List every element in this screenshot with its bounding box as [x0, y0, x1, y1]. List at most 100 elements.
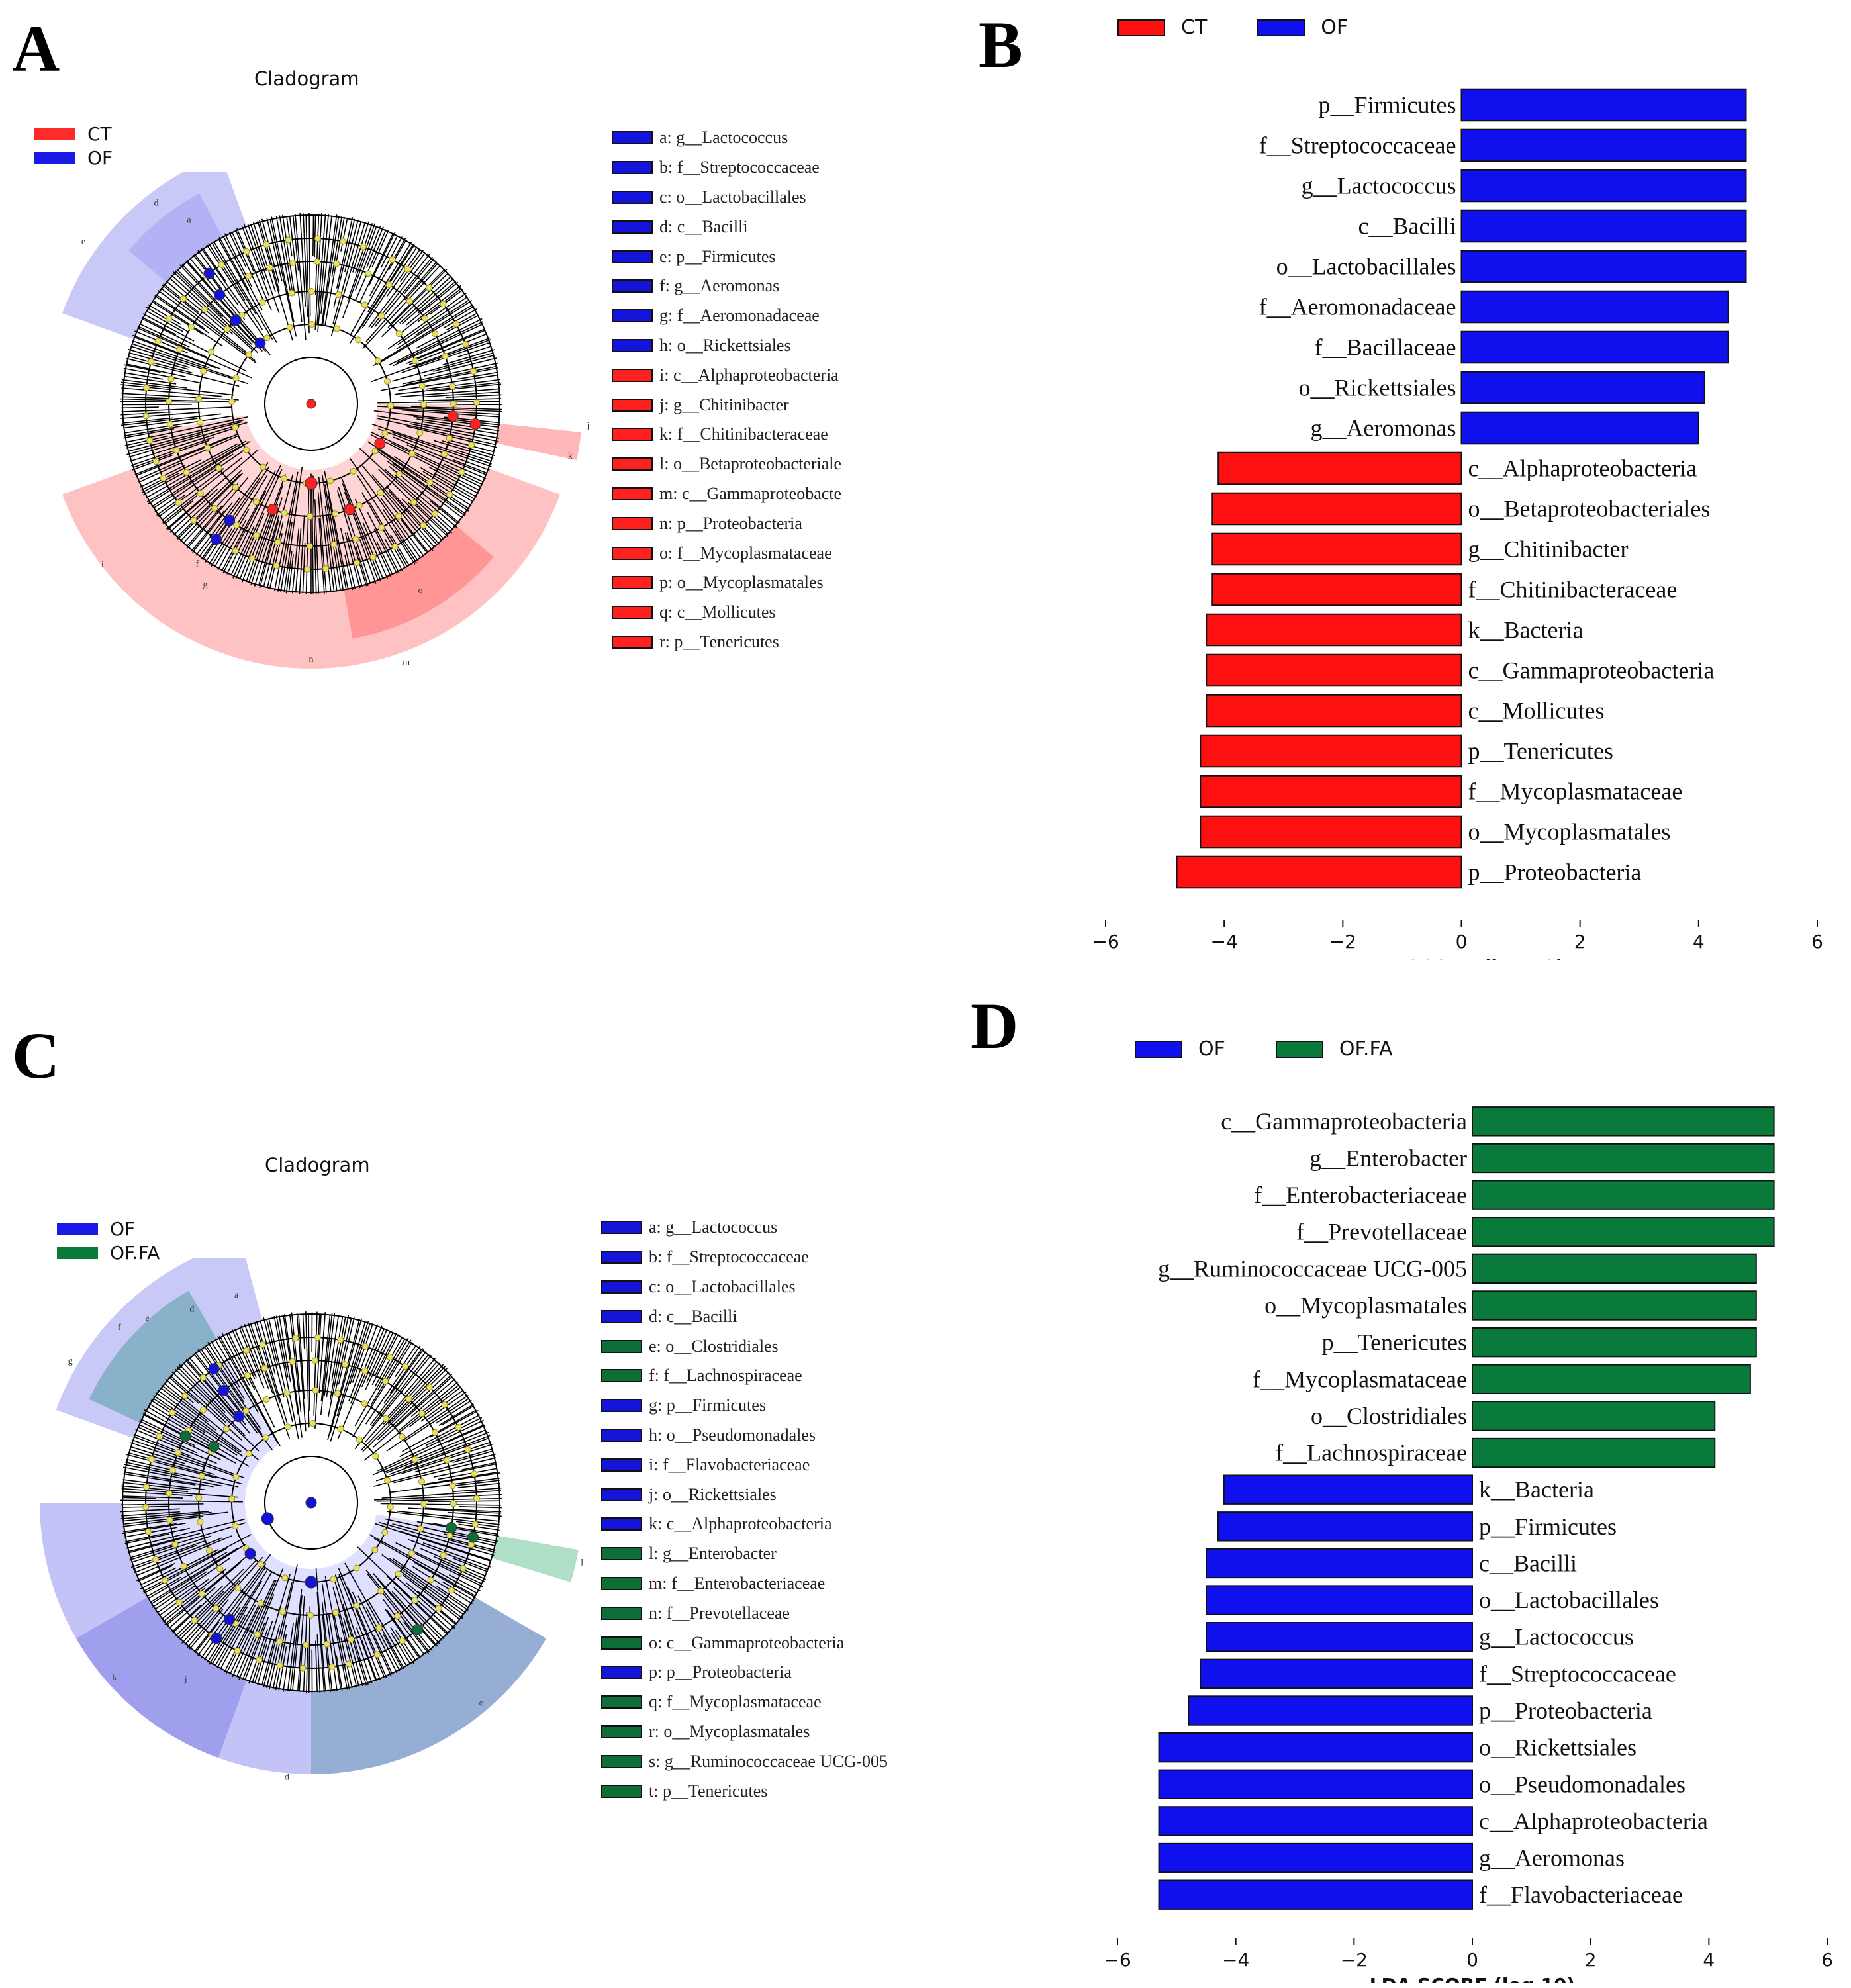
- key-label: e: p__Firmicutes: [659, 246, 776, 266]
- cladogram-key-item: t: p__Tenericutes: [601, 1776, 888, 1806]
- tree-node: [412, 357, 419, 365]
- bar-label: c__Mollicutes: [1468, 698, 1605, 724]
- tree-node: [308, 321, 316, 328]
- cladogram-key-item: q: c__Mollicutes: [612, 598, 841, 628]
- lda-bar: [1472, 1327, 1757, 1358]
- tree-node: [418, 1478, 425, 1486]
- tree-node: [374, 357, 381, 365]
- bar-label: g__Aeromonas: [1479, 1845, 1625, 1871]
- tree-node: [200, 1406, 207, 1413]
- significant-node: [305, 1576, 318, 1589]
- tree-node: [426, 1384, 433, 1391]
- lda-bar: [1472, 1290, 1757, 1321]
- bar-label: g__Enterobacter: [1309, 1145, 1467, 1171]
- cladogram-key-item: i: c__Alphaproteobacteria: [612, 360, 841, 390]
- tree-node: [197, 1518, 204, 1525]
- tree-node: [175, 1599, 183, 1606]
- sector-letter: e: [81, 237, 85, 247]
- bar-label: p__Proteobacteria: [1468, 859, 1642, 886]
- tree-node: [281, 1574, 289, 1582]
- cladogram-key-item: f: f__Lachnospiraceae: [601, 1361, 888, 1391]
- lda-bar: [1217, 451, 1462, 485]
- lda-bar: [1200, 734, 1462, 768]
- lda-bar: [1200, 815, 1462, 849]
- key-swatch: [601, 1369, 642, 1383]
- tree-node: [395, 330, 403, 338]
- tree-node: [243, 1347, 250, 1354]
- tree-node: [377, 1587, 385, 1595]
- tree-node: [420, 522, 427, 529]
- tree-node: [307, 1611, 314, 1619]
- tree-node: [455, 1423, 462, 1431]
- key-swatch: [601, 1221, 642, 1235]
- tree-node: [263, 334, 271, 342]
- sector-letter: d: [285, 1772, 289, 1782]
- tree-node: [223, 326, 230, 333]
- key-label: m: c__Gammaproteobacte: [659, 483, 842, 503]
- clade-sector: [311, 1597, 547, 1774]
- tree-node: [288, 289, 295, 297]
- tree-node: [458, 469, 465, 476]
- lda-bar: [1211, 573, 1462, 606]
- tree-node: [427, 1576, 434, 1584]
- cladogram-title-c: Cladogram: [265, 1154, 370, 1176]
- key-label: j: g__Chitinibacter: [659, 395, 789, 414]
- tree-node: [211, 504, 218, 512]
- tree-node: [395, 471, 403, 478]
- tree-node: [174, 1449, 181, 1456]
- tree-node: [213, 1605, 220, 1612]
- tree-node: [352, 536, 359, 543]
- tree-node: [208, 348, 215, 355]
- tree-node: [345, 1660, 352, 1668]
- tree-node: [432, 330, 439, 338]
- lda-bar: [1472, 1143, 1775, 1174]
- tree-node: [289, 1358, 296, 1365]
- lda-bar: [1158, 1769, 1473, 1799]
- tree-node: [256, 1656, 263, 1664]
- tree-node: [356, 1436, 363, 1443]
- bar-label: c__Gammaproteobacteria: [1221, 1108, 1467, 1135]
- lda-bar: [1472, 1253, 1757, 1284]
- lda-bar: [1223, 1474, 1473, 1505]
- cladogram-key-item: e: o__Clostridiales: [601, 1331, 888, 1361]
- significant-node: [224, 514, 236, 526]
- tree-node: [243, 248, 250, 255]
- significant-node: [254, 337, 266, 349]
- tree-node: [260, 463, 267, 471]
- x-tick-label: −4: [1211, 931, 1238, 953]
- tree-node: [167, 420, 174, 428]
- tree-node: [166, 1490, 173, 1497]
- key-swatch: [612, 606, 653, 620]
- tree-node: [173, 446, 180, 453]
- lda-bar: [1158, 1879, 1473, 1910]
- cladogram-key-item: j: o__Rickettsiales: [601, 1480, 888, 1509]
- tree-node: [361, 1367, 369, 1374]
- tree-node: [431, 510, 438, 517]
- tree-node: [337, 1336, 344, 1343]
- lda-bar: [1472, 1180, 1775, 1210]
- tree-node: [195, 1494, 203, 1501]
- cladogram-key-a: a: g__Lactococcus b: f__Streptococcaceae c…: [612, 123, 841, 657]
- cladogram-key-item: p: o__Mycoplasmatales: [612, 568, 841, 598]
- tree-node: [442, 353, 449, 360]
- tree-node: [328, 1664, 336, 1671]
- key-swatch: [601, 1280, 642, 1294]
- lda-bar: [1460, 169, 1747, 203]
- tree-node: [276, 1638, 283, 1645]
- sector-letter: i: [101, 559, 104, 569]
- tree-node: [238, 312, 246, 319]
- tree-node: [309, 1420, 316, 1427]
- legend-label-of: OF: [1321, 16, 1349, 39]
- significant-node: [233, 1411, 245, 1423]
- tree-node: [446, 491, 453, 498]
- sector-letter: l: [581, 1558, 583, 1568]
- tree-node: [166, 1517, 173, 1524]
- tree-node: [432, 1429, 439, 1436]
- tree-node: [169, 1409, 176, 1416]
- significant-node: [203, 267, 215, 279]
- significant-node: [211, 1633, 222, 1644]
- tree-node: [340, 238, 347, 245]
- key-swatch: [612, 309, 653, 323]
- tree-node: [382, 1415, 389, 1422]
- lda-bar: [1460, 209, 1747, 243]
